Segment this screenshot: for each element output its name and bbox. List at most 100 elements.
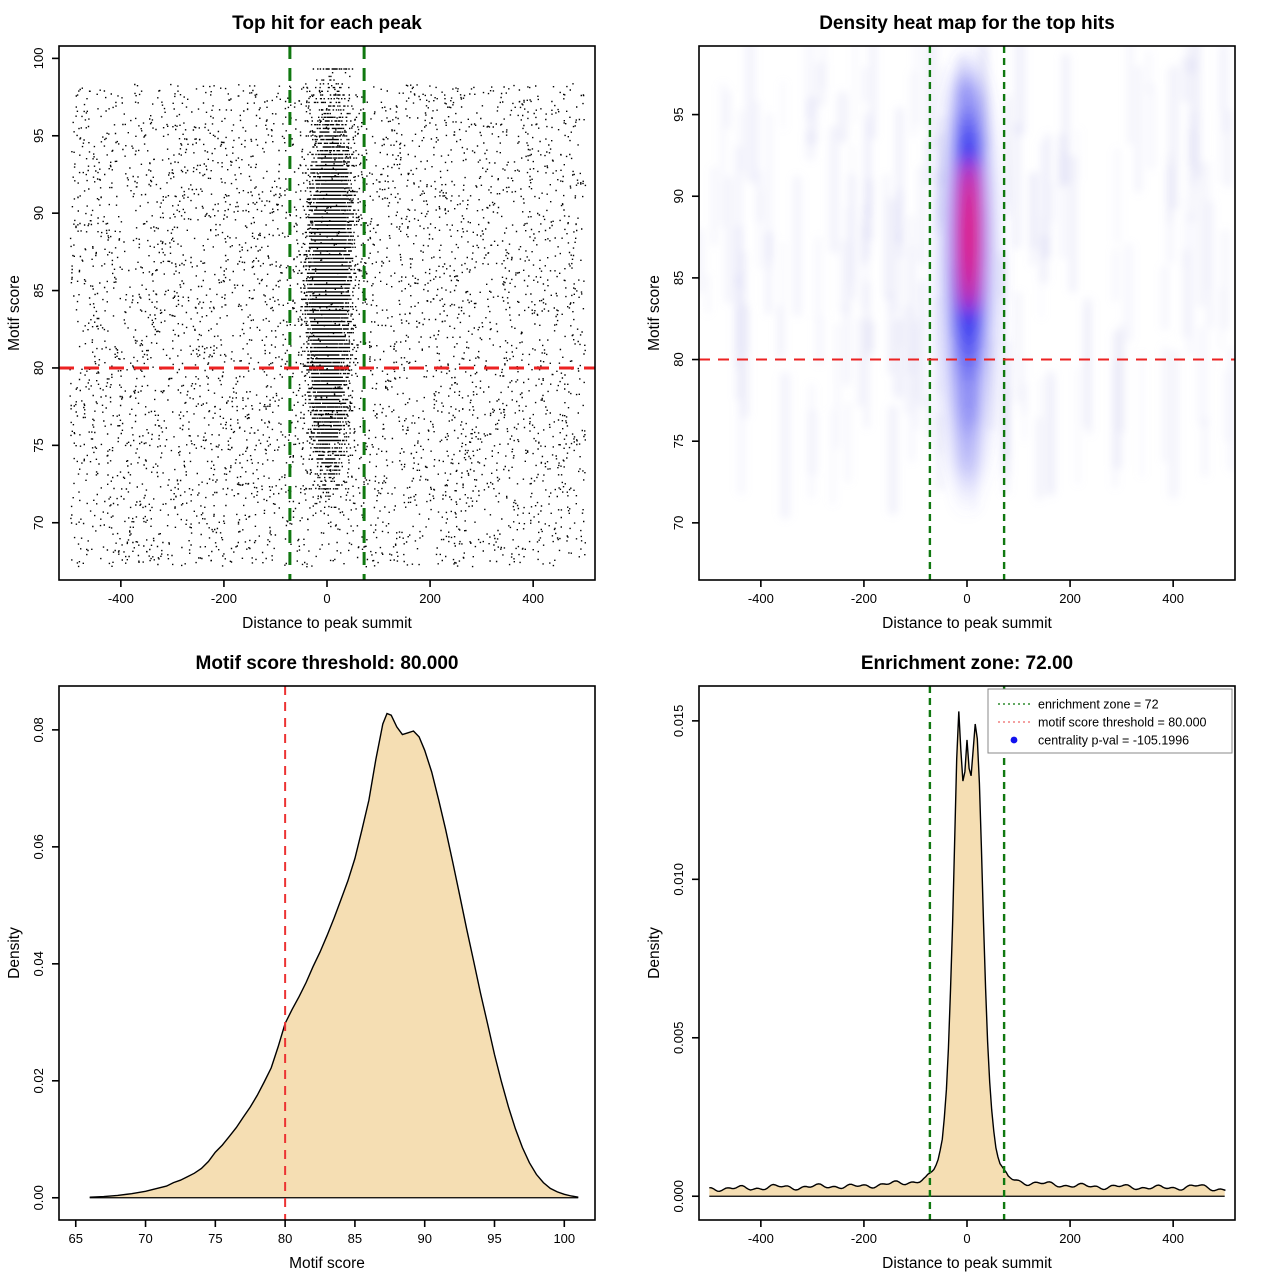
heatmap-streak [780, 80, 786, 130]
y-axis-label: Motif score [646, 275, 663, 351]
x-axis-label: Distance to peak summit [242, 615, 412, 632]
x-tick-label: 70 [138, 1231, 152, 1246]
x-tick-label: 80 [278, 1231, 292, 1246]
heatmap-streak [924, 138, 933, 185]
x-tick-label: 400 [1162, 591, 1184, 606]
heatmap-streak [889, 200, 900, 316]
heatmap-streak [865, 312, 872, 361]
plot-frame [58, 45, 596, 581]
heatmap-streak [808, 384, 815, 499]
heatmap-streak [814, 61, 826, 108]
heatmap-streak [1049, 379, 1055, 491]
heatmap-streak [1202, 418, 1208, 478]
heatmap-streak [908, 377, 916, 463]
legend-box [987, 688, 1233, 754]
plot-frame [698, 45, 1236, 581]
heatmap-streak [699, 227, 705, 294]
x-tick-label: 100 [553, 1231, 575, 1246]
heatmap-streak [1050, 181, 1056, 223]
x-tick-label: 75 [208, 1231, 222, 1246]
heatmap-streak [777, 305, 782, 361]
heatmap-streak [845, 401, 851, 483]
heatmap-streak [1126, 46, 1133, 145]
y-tick-label: 90 [31, 206, 46, 220]
heatmap-streak [917, 280, 927, 408]
y-tick-label: 95 [671, 107, 686, 121]
plot-title: Density heat map for the top hits [819, 13, 1115, 34]
heatmap-streak [806, 96, 818, 146]
heatmap-streak [1013, 122, 1021, 250]
y-tick-label: 95 [31, 129, 46, 143]
scatter-points [69, 68, 587, 568]
x-axis-label: Distance to peak summit [882, 615, 1052, 632]
x-tick-label: 400 [1162, 1231, 1184, 1246]
heatmap-streak [1014, 46, 1026, 137]
heatmap-streak [835, 322, 840, 450]
heatmap-streak [898, 230, 903, 347]
y-tick-label: 80 [31, 361, 46, 375]
y-tick-label: 75 [671, 434, 686, 448]
heatmap-streak [1039, 234, 1049, 284]
x-tick-label: -400 [748, 591, 774, 606]
heatmap-streak [1028, 170, 1039, 250]
panel-distance-density: Enrichment zone: 72.00 Distance to peak s… [640, 640, 1280, 1280]
heatmap-streak [1068, 155, 1077, 293]
heatmap-streak [869, 46, 877, 140]
heatmap-streak [918, 165, 924, 264]
x-tick-label: 0 [323, 591, 330, 606]
heatmap-streak [1227, 346, 1235, 472]
y-tick-label: 100 [31, 48, 46, 70]
heatmap-streak [850, 144, 854, 284]
y-tick-label: 70 [31, 515, 46, 529]
y-tick-label: 0.06 [31, 834, 46, 859]
heatmap-streak [1185, 46, 1197, 75]
y-tick-label: 70 [671, 516, 686, 530]
heatmap-streak [1167, 153, 1173, 225]
y-axis-label: Density [6, 927, 23, 979]
x-tick-label: 200 [1059, 591, 1081, 606]
x-tick-label: 0 [963, 1231, 970, 1246]
y-tick-label: 0.010 [671, 863, 686, 896]
heatmap-streak [745, 46, 756, 183]
x-tick-label: 0 [963, 591, 970, 606]
heatmap-streak [1021, 383, 1028, 416]
heatmap-density-blob [960, 52, 977, 125]
motif-score-density-plot: Motif score threshold: 80.000 Motif score… [6, 653, 596, 1272]
heatmap-streak [780, 371, 791, 520]
y-tick-label: 85 [671, 271, 686, 285]
density-heatmap-plot: Density heat map for the top hits Distanc… [646, 13, 1236, 632]
heatmap-streak [705, 274, 710, 314]
heatmap-streak [1205, 161, 1211, 291]
panel-motif-score-density: Motif score threshold: 80.000 Motif score… [0, 640, 640, 1280]
y-tick-label: 0.000 [671, 1180, 686, 1213]
x-axis-label: Motif score [289, 1255, 365, 1272]
heatmap-streak [740, 251, 747, 355]
legend-item-label: enrichment zone = 72 [1038, 698, 1159, 712]
panel-density-heatmap: Density heat map for the top hits Distanc… [640, 0, 1280, 640]
y-tick-label: 0.005 [671, 1022, 686, 1055]
heatmap-streak [765, 231, 772, 315]
heatmap-streak [1161, 265, 1169, 331]
x-tick-label: -400 [108, 591, 134, 606]
heatmap-streak [1197, 326, 1209, 427]
plot-frame [698, 685, 1236, 1221]
heatmap-streak [1114, 147, 1122, 244]
x-tick-label: -200 [851, 1231, 877, 1246]
heatmap-streak [815, 316, 825, 365]
heatmap-streak [837, 90, 848, 144]
legend-marker-centrality-dot [1010, 736, 1018, 744]
y-tick-label: 0.015 [671, 705, 686, 738]
heatmap-streak [842, 303, 851, 387]
legend: enrichment zone = 72 motif score threshol… [987, 688, 1233, 754]
heatmap-streak [1035, 417, 1044, 501]
y-tick-label: 85 [31, 283, 46, 297]
x-tick-label: 85 [348, 1231, 362, 1246]
y-tick-label: 90 [671, 189, 686, 203]
heatmap-streak [766, 112, 772, 261]
heatmap-streak [906, 243, 917, 378]
heatmap-streak [737, 364, 745, 495]
heatmap-streak [1162, 345, 1167, 463]
heatmap-streak [1058, 150, 1068, 260]
heatmap-streak [1086, 297, 1092, 435]
x-tick-label: -200 [211, 591, 237, 606]
